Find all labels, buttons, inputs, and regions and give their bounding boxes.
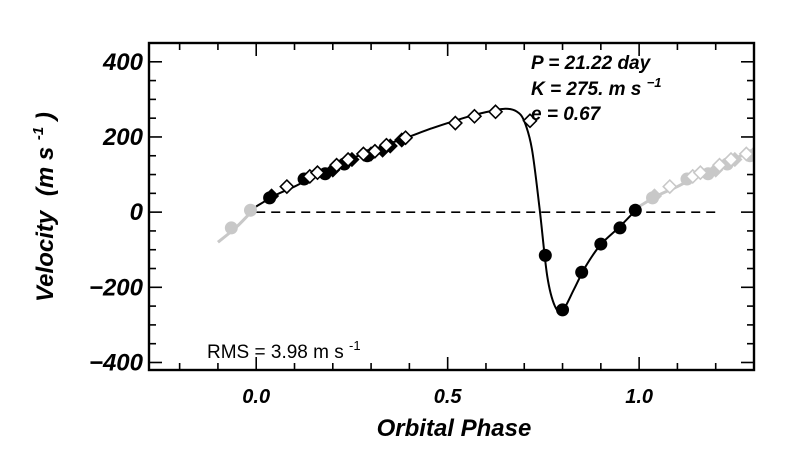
eccentricity-annotation: e = 0.67 [531,104,602,125]
data-point-diamond-open [711,157,728,173]
orbit-model-curve [255,107,640,313]
data-point-diamond-open [738,146,754,162]
data-point-circle [556,303,570,317]
data-point-diamond-open [397,130,414,146]
semi-amplitude-exponent: −1 [647,75,662,90]
data-point-diamond-open [340,151,356,168]
data-point-diamond-open [378,137,395,153]
x-axis-title: Orbital Phase [377,415,532,442]
axis-ticks [149,42,755,370]
data-point-diamond-filled [263,188,280,204]
y-axis-title: Velocity (m s -1 ) [22,112,59,302]
data-point-diamond-open [447,115,463,131]
y-axis-label: Velocity [32,209,59,302]
data-point-diamond-open [662,178,678,195]
y-axis-units-exponent: -1 [30,127,47,140]
plot-area [216,104,754,317]
y-tick-label: 0 [130,199,144,226]
data-point-diamond-open [466,108,483,124]
data-point-circle [628,203,642,217]
data-point-diamond-open [328,157,345,173]
y-axis-units: (m s [32,147,59,196]
x-tick-label: 1.0 [625,386,653,408]
data-point-diamond-filled [646,188,663,204]
data-point-diamond-open [692,165,709,181]
semi-amplitude-text: K = 275. m s [531,79,641,100]
y-axis-units-close: ) [32,112,59,123]
data-points [224,104,754,317]
x-tick-label: 0.0 [242,386,270,408]
data-point-circle [538,248,552,262]
data-point-diamond-open [367,143,383,159]
period-annotation: P = 21.22 day [531,53,652,74]
data-point-circle [224,221,238,235]
data-point-circle [613,221,627,235]
data-point-circle [575,265,589,279]
data-point-diamond-open [487,104,504,120]
plot-frame [147,41,756,372]
rms-exponent: -1 [349,338,361,353]
data-point-circle [594,237,608,251]
data-point-diamond-open [522,113,538,129]
x-tick-label: 0.5 [434,386,463,408]
rms-text: RMS = 3.98 m s [207,342,344,363]
data-point-diamond-open [309,165,326,181]
x-tick-labels: 0.0 0.5 1.0 [242,386,653,408]
y-tick-label: 200 [102,124,144,151]
y-tick-label: −400 [89,349,144,376]
rms-annotation: RMS = 3.98 m s -1 [207,338,361,363]
data-point-diamond-open [723,151,739,168]
y-tick-labels: 400 200 0 −200 −400 [89,49,144,377]
model-curves [216,107,754,313]
y-tick-label: −200 [89,274,144,301]
semi-amplitude-annotation: K = 275. m s −1 [531,75,661,100]
data-point-diamond-open [279,178,295,195]
y-tick-label: 400 [102,49,144,76]
data-point-circle [243,203,257,217]
